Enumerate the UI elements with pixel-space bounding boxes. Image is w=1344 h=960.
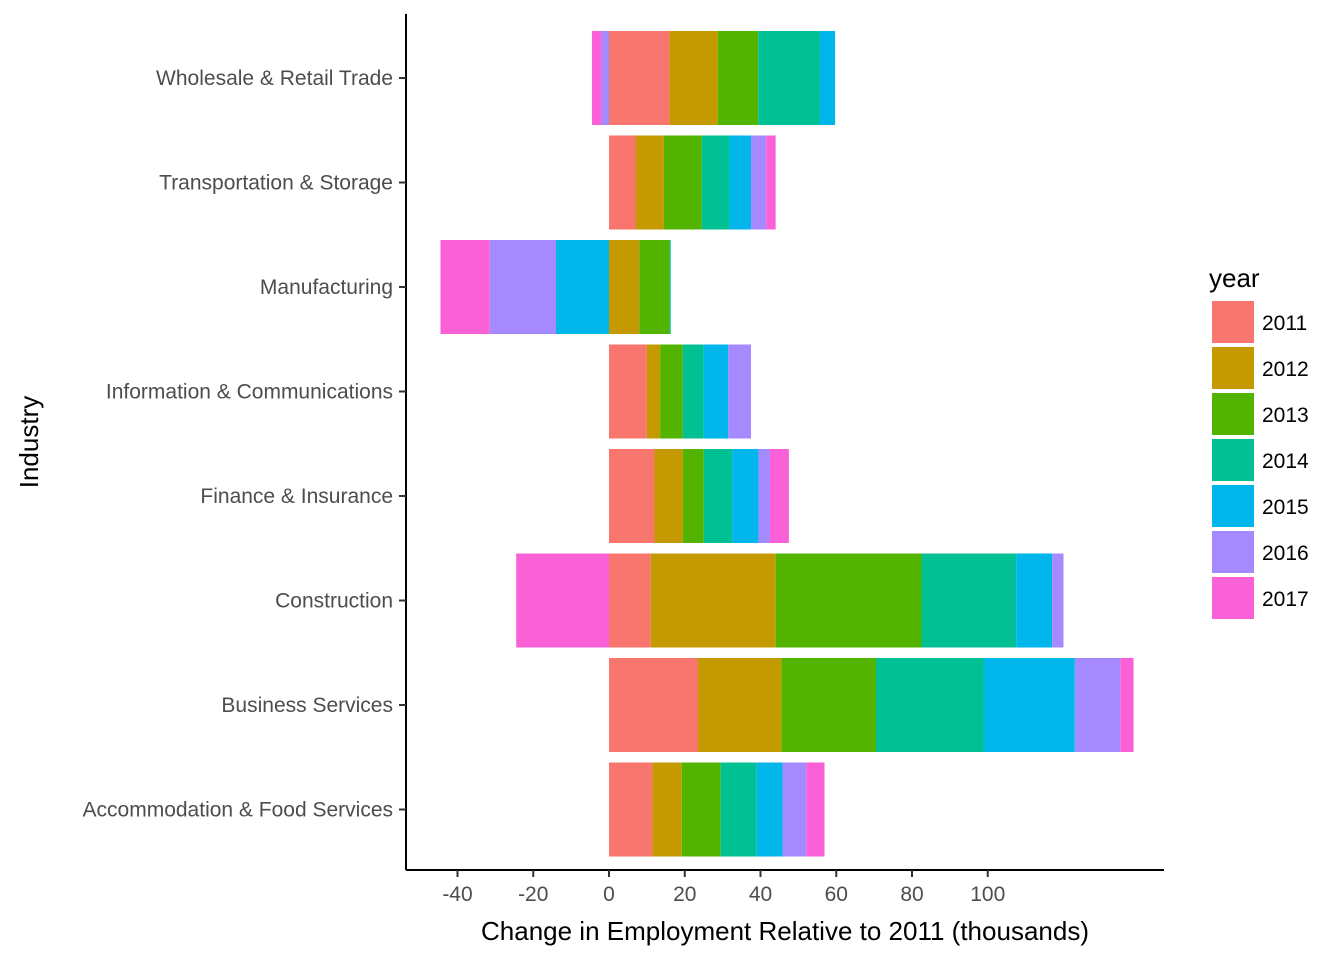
bar-2017-transportation-storage: [766, 135, 776, 230]
y-axis-labels: Wholesale & Retail Trade Transportation &…: [83, 67, 406, 822]
y-tick-label: Information & Communications: [106, 381, 393, 404]
bar-2015-wholesale-retail-trade: [819, 31, 836, 125]
bar-2016-business-services: [1074, 658, 1121, 752]
legend-swatch-2012: [1212, 347, 1254, 389]
bar-2017-accommodation-food-services: [806, 762, 825, 857]
bar-2014-accommodation-food-services: [720, 762, 757, 857]
bar-2013-transportation-storage: [663, 135, 702, 230]
y-tick-label: Wholesale & Retail Trade: [156, 67, 393, 90]
bar-2014-manufacturing: [669, 240, 671, 334]
bar-2016-wholesale-retail-trade: [601, 31, 609, 125]
legend-swatch-2011: [1212, 301, 1254, 343]
bar-2016-transportation-storage: [751, 135, 767, 230]
legend-swatch-2015: [1212, 485, 1254, 527]
bar-2011-construction: [609, 553, 651, 648]
bar-2016-construction: [1052, 553, 1064, 648]
bar-2013-finance-insurance: [682, 449, 704, 543]
bar-2012-transportation-storage: [635, 135, 664, 230]
bar-2013-construction: [775, 553, 922, 648]
bar-2014-business-services: [876, 658, 984, 752]
bar-2012-finance-insurance: [654, 449, 683, 543]
legend-label-2013: 2013: [1262, 404, 1309, 427]
bar-2011-information-communications: [609, 344, 647, 439]
legend-swatch-2014: [1212, 439, 1254, 481]
bar-2016-manufacturing: [489, 240, 556, 334]
x-tick-label: 100: [970, 883, 1005, 906]
bar-2015-construction: [1016, 553, 1053, 648]
bar-2017-wholesale-retail-trade: [591, 31, 602, 125]
bar-2015-transportation-storage: [729, 135, 752, 230]
bar-2012-construction: [650, 553, 776, 648]
bar-2015-finance-insurance: [732, 449, 759, 543]
x-axis-title: Change in Employment Relative to 2011 (t…: [481, 916, 1089, 946]
x-tick-label: 0: [603, 883, 615, 906]
bar-2015-accommodation-food-services: [756, 762, 783, 857]
x-tick-label: 20: [673, 883, 696, 906]
bar-2017-manufacturing: [440, 240, 490, 334]
bar-2014-finance-insurance: [703, 449, 733, 543]
bar-2016-accommodation-food-services: [782, 762, 807, 857]
x-tick-label: -20: [518, 883, 548, 906]
bar-2013-wholesale-retail-trade: [717, 31, 759, 125]
bar-2011-transportation-storage: [609, 135, 636, 230]
x-axis-ticks: -40 -20 0 20 40 60 80 100: [442, 870, 1005, 906]
x-tick-label: -40: [442, 883, 472, 906]
bar-2011-finance-insurance: [609, 449, 655, 543]
bar-2012-business-services: [698, 658, 782, 752]
bar-2012-manufacturing: [609, 240, 640, 334]
bar-2013-accommodation-food-services: [681, 762, 721, 857]
bar-2014-information-communications: [682, 344, 704, 439]
bar-2014-construction: [921, 553, 1017, 648]
bar-2011-business-services: [609, 658, 699, 752]
bar-2017-construction: [516, 553, 609, 648]
bar-2013-manufacturing: [639, 240, 670, 334]
legend-label-2015: 2015: [1262, 496, 1309, 519]
y-tick-label: Transportation & Storage: [159, 172, 393, 195]
legend-swatch-2017: [1212, 577, 1254, 619]
bars-group: [440, 31, 1134, 857]
x-tick-label: 80: [900, 883, 923, 906]
bar-2013-information-communications: [660, 344, 683, 439]
bar-2011-accommodation-food-services: [609, 762, 653, 857]
bar-2012-accommodation-food-services: [652, 762, 682, 857]
bar-2017-business-services: [1120, 658, 1134, 752]
y-tick-label: Manufacturing: [260, 276, 393, 299]
legend-title: year: [1209, 263, 1260, 293]
legend-label-2011: 2011: [1262, 312, 1307, 335]
y-tick-label: Finance & Insurance: [200, 485, 393, 508]
bar-2013-business-services: [781, 658, 877, 752]
legend-label-2016: 2016: [1262, 542, 1309, 565]
bar-2016-finance-insurance: [758, 449, 770, 543]
legend-label-2012: 2012: [1262, 358, 1309, 381]
bar-2012-wholesale-retail-trade: [669, 31, 718, 125]
y-axis-title: Industry: [14, 396, 44, 489]
bar-2014-transportation-storage: [701, 135, 730, 230]
legend-label-2014: 2014: [1262, 450, 1309, 473]
legend: year 2011 2012 2013 2014 2015 2016 2017: [1209, 263, 1309, 619]
legend-swatch-2013: [1212, 393, 1254, 435]
bar-2011-wholesale-retail-trade: [609, 31, 670, 125]
bar-2016-information-communications: [728, 344, 752, 439]
bar-2012-information-communications: [646, 344, 661, 439]
y-tick-label: Accommodation & Food Services: [83, 799, 393, 822]
x-tick-label: 60: [825, 883, 848, 906]
bar-2015-manufacturing: [555, 240, 609, 334]
y-tick-label: Business Services: [221, 694, 393, 717]
bar-2017-finance-insurance: [769, 449, 789, 543]
legend-label-2017: 2017: [1262, 588, 1309, 611]
x-tick-label: 40: [749, 883, 772, 906]
bar-2015-business-services: [983, 658, 1075, 752]
bar-2014-wholesale-retail-trade: [758, 31, 820, 125]
legend-swatch-2016: [1212, 531, 1254, 573]
bar-2015-information-communications: [703, 344, 729, 439]
y-tick-label: Construction: [275, 590, 393, 613]
